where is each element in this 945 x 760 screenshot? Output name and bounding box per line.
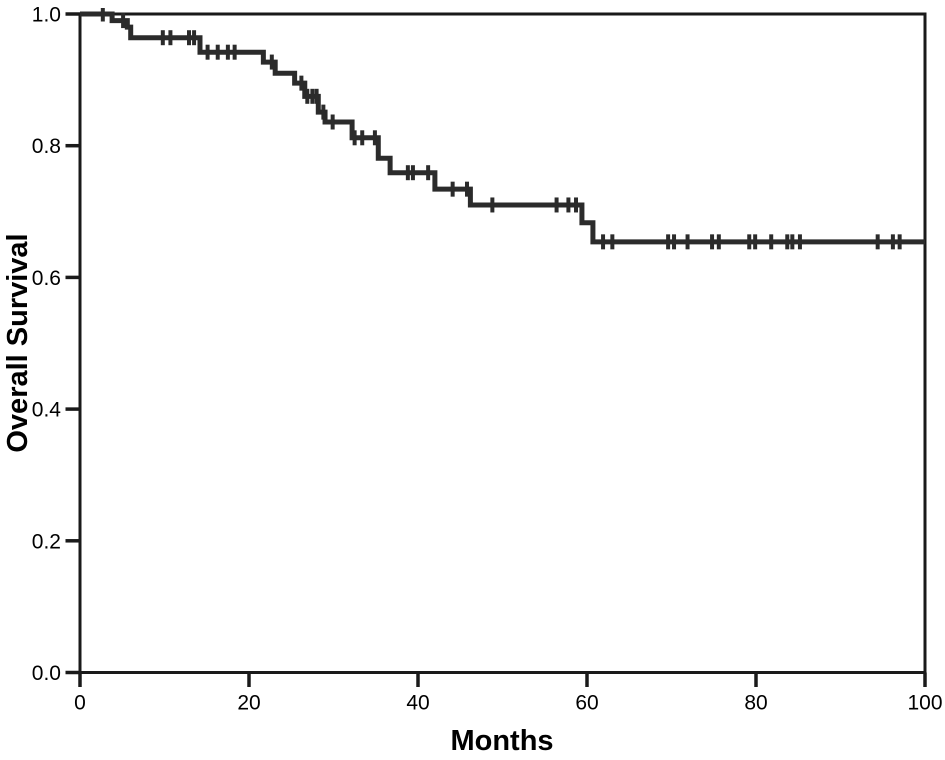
y-tick-label: 0.4 — [32, 399, 62, 422]
y-tick-label: 0.0 — [32, 662, 61, 685]
x-tick-label: 100 — [907, 692, 942, 715]
x-axis-title: Months — [450, 725, 553, 757]
x-tick-label: 60 — [575, 692, 598, 715]
x-tick-label: 80 — [744, 692, 767, 715]
y-axis-ticks: 0.0 0.2 0.4 0.6 0.8 1.0 — [32, 4, 80, 685]
y-tick-label: 1.0 — [32, 4, 61, 27]
censor-ticks — [100, 8, 902, 250]
x-tick-label: 0 — [74, 692, 86, 715]
survival-curve — [80, 11, 925, 245]
survival-curve-series — [80, 8, 925, 250]
y-tick-label: 0.2 — [32, 530, 61, 553]
x-tick-label: 40 — [406, 692, 429, 715]
y-axis-title: Overall Survival — [2, 233, 34, 452]
x-axis-ticks: 0 20 40 60 80 100 — [74, 672, 943, 715]
y-tick-label: 0.8 — [32, 135, 61, 158]
plot-frame — [78, 12, 927, 674]
axes: 0 20 40 60 80 100 0.0 0.2 0.4 0.6 0.8 1.0 — [32, 4, 943, 715]
x-tick-label: 20 — [237, 692, 260, 715]
y-tick-label: 0.6 — [32, 267, 61, 290]
